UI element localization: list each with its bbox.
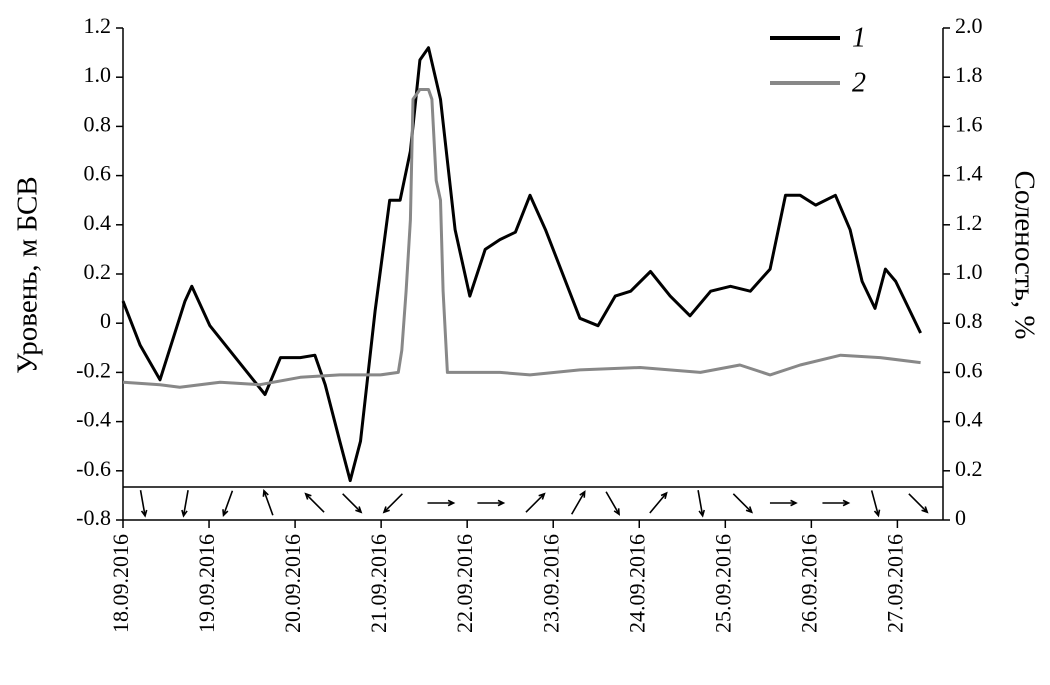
wind-arrow xyxy=(181,490,189,518)
y2-tick-label: 1.2 xyxy=(955,210,983,235)
legend-label: 2 xyxy=(852,67,866,98)
y-axis-label: Уровень, м БСВ xyxy=(12,176,44,373)
y-tick-label: 0 xyxy=(100,308,111,333)
x-tick-label: 27.09.2016 xyxy=(882,534,907,633)
y-tick-label: 0.8 xyxy=(84,111,112,136)
wind-arrow xyxy=(570,490,586,515)
series-line xyxy=(122,88,921,389)
wind-arrow xyxy=(427,499,456,507)
y-tick-label: 1.2 xyxy=(84,13,112,38)
y2-tick-label: 1.4 xyxy=(955,161,983,186)
y2-tick-label: 1.0 xyxy=(955,259,983,284)
series-line xyxy=(121,46,922,483)
y2-tick-label: 2.0 xyxy=(955,13,983,38)
y-tick-label: 0.6 xyxy=(84,161,112,186)
y2-tick-label: 1.8 xyxy=(955,62,983,87)
y-tick-label: -0.2 xyxy=(76,357,111,382)
wind-arrow xyxy=(525,492,546,513)
wind-arrow xyxy=(477,499,506,507)
y-tick-label: 0.4 xyxy=(84,210,112,235)
wind-arrow xyxy=(732,493,754,514)
wind-arrow xyxy=(222,490,234,517)
y-tick-label: 1.0 xyxy=(84,62,112,87)
x-tick-label: 23.09.2016 xyxy=(538,534,563,633)
legend-label: 1 xyxy=(852,22,866,53)
y2-tick-label: 1.6 xyxy=(955,111,983,136)
wind-arrow xyxy=(908,493,929,514)
x-tick-label: 24.09.2016 xyxy=(624,534,649,633)
wind-arrow xyxy=(262,489,274,516)
x-tick-label: 21.09.2016 xyxy=(366,534,391,633)
y2-tick-label: 0.2 xyxy=(955,456,983,481)
x-tick-label: 20.09.2016 xyxy=(280,534,305,633)
y2-tick-label: 0.6 xyxy=(955,357,983,382)
wind-arrow xyxy=(605,491,621,516)
y-tick-label: 0.2 xyxy=(84,259,112,284)
x-tick-label: 18.09.2016 xyxy=(108,534,133,633)
wind-arrow xyxy=(139,490,148,518)
x-tick-label: 26.09.2016 xyxy=(796,534,821,633)
wind-arrow xyxy=(822,499,851,507)
wind-arrow xyxy=(769,499,798,507)
y-tick-label: -0.8 xyxy=(76,505,111,530)
wind-arrow xyxy=(342,493,363,514)
y2-axis-label: Соленость, % xyxy=(1008,171,1040,340)
y2-tick-label: 0.8 xyxy=(955,308,983,333)
wind-arrow xyxy=(697,490,706,518)
y-tick-label: -0.6 xyxy=(76,456,111,481)
x-tick-label: 25.09.2016 xyxy=(710,534,735,633)
wind-arrow xyxy=(870,490,881,518)
y2-tick-label: 0 xyxy=(955,505,966,530)
wind-arrow xyxy=(382,493,403,514)
y2-tick-label: 0.4 xyxy=(955,407,983,432)
x-tick-label: 22.09.2016 xyxy=(452,534,477,633)
wind-arrow xyxy=(649,491,668,514)
y-tick-label: -0.4 xyxy=(76,407,111,432)
wind-arrow xyxy=(304,492,325,513)
x-tick-label: 19.09.2016 xyxy=(194,534,219,633)
